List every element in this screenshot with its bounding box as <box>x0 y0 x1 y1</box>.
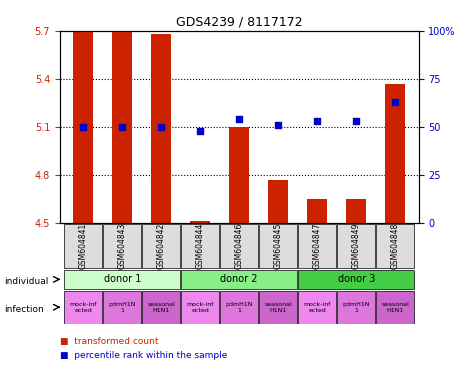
Text: mock-inf
ected: mock-inf ected <box>303 302 330 313</box>
Bar <box>229 127 248 223</box>
Bar <box>190 221 209 223</box>
FancyBboxPatch shape <box>298 291 335 324</box>
FancyBboxPatch shape <box>298 223 335 268</box>
Text: GSM604846: GSM604846 <box>234 223 243 269</box>
Text: pdmH1N
1: pdmH1N 1 <box>341 302 369 313</box>
Text: mock-inf
ected: mock-inf ected <box>69 302 97 313</box>
FancyBboxPatch shape <box>181 223 218 268</box>
FancyBboxPatch shape <box>220 291 257 324</box>
FancyBboxPatch shape <box>337 223 374 268</box>
FancyBboxPatch shape <box>220 223 257 268</box>
FancyBboxPatch shape <box>259 223 296 268</box>
FancyBboxPatch shape <box>103 223 140 268</box>
Text: infection: infection <box>5 305 44 314</box>
Point <box>391 99 398 105</box>
FancyBboxPatch shape <box>64 291 102 324</box>
Text: pdmH1N
1: pdmH1N 1 <box>225 302 252 313</box>
Point <box>274 122 281 128</box>
Text: seasonal
H1N1: seasonal H1N1 <box>264 302 291 313</box>
Point <box>157 124 164 130</box>
FancyBboxPatch shape <box>64 223 102 268</box>
Bar <box>73 31 93 223</box>
Bar <box>151 34 171 223</box>
Text: pdmH1N
1: pdmH1N 1 <box>108 302 136 313</box>
Text: ■  percentile rank within the sample: ■ percentile rank within the sample <box>60 351 227 360</box>
Text: individual: individual <box>5 277 49 286</box>
FancyBboxPatch shape <box>142 223 179 268</box>
FancyBboxPatch shape <box>64 270 179 289</box>
Bar <box>307 199 326 223</box>
Text: seasonal
H1N1: seasonal H1N1 <box>147 302 175 313</box>
FancyBboxPatch shape <box>142 291 179 324</box>
Text: GSM604841: GSM604841 <box>78 223 88 269</box>
Text: donor 2: donor 2 <box>220 274 257 285</box>
FancyBboxPatch shape <box>181 270 296 289</box>
Point <box>313 118 320 124</box>
Text: GSM604845: GSM604845 <box>273 223 282 269</box>
Text: ■  transformed count: ■ transformed count <box>60 337 158 346</box>
Text: seasonal
H1N1: seasonal H1N1 <box>381 302 408 313</box>
Bar <box>268 180 287 223</box>
Text: GSM604844: GSM604844 <box>195 223 204 269</box>
Bar <box>112 32 132 223</box>
Point <box>118 124 126 130</box>
Text: GSM604849: GSM604849 <box>351 223 360 269</box>
Title: GDS4239 / 8117172: GDS4239 / 8117172 <box>175 15 302 28</box>
Point <box>196 127 203 134</box>
Point <box>79 124 87 130</box>
Text: GSM604847: GSM604847 <box>312 223 321 269</box>
FancyBboxPatch shape <box>375 223 413 268</box>
Text: donor 3: donor 3 <box>337 274 374 285</box>
Point <box>235 116 242 122</box>
FancyBboxPatch shape <box>181 291 218 324</box>
Bar <box>385 83 404 223</box>
Text: mock-inf
ected: mock-inf ected <box>186 302 213 313</box>
FancyBboxPatch shape <box>337 291 374 324</box>
Text: GSM604843: GSM604843 <box>118 223 126 269</box>
Bar <box>346 199 365 223</box>
FancyBboxPatch shape <box>103 291 140 324</box>
Point <box>352 118 359 124</box>
Text: GSM604848: GSM604848 <box>390 223 399 269</box>
FancyBboxPatch shape <box>259 291 296 324</box>
Text: GSM604842: GSM604842 <box>157 223 165 269</box>
FancyBboxPatch shape <box>298 270 413 289</box>
FancyBboxPatch shape <box>375 291 413 324</box>
Text: donor 1: donor 1 <box>103 274 140 285</box>
